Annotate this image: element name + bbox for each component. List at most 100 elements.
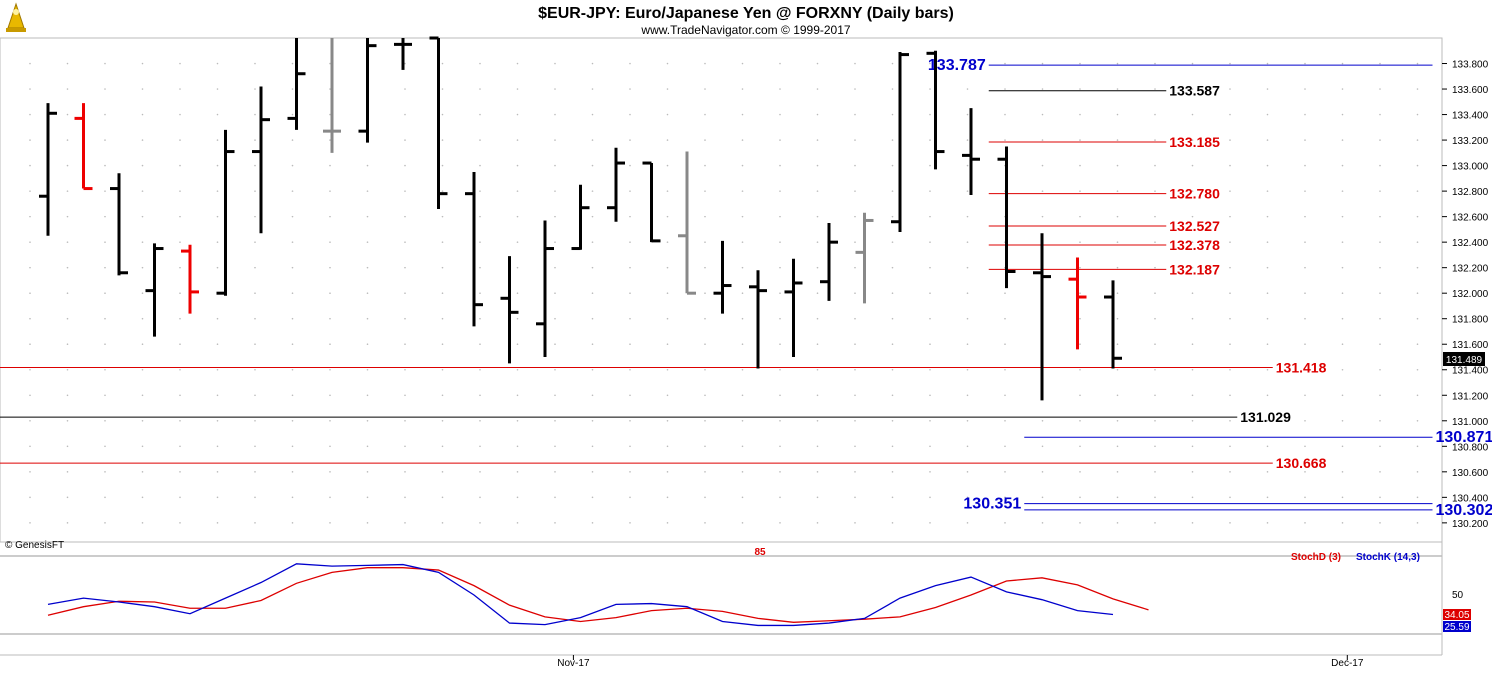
grid-dot (629, 113, 631, 116)
grid-dot (816, 164, 819, 167)
grid-dot (1341, 164, 1344, 167)
grid-dot (1079, 190, 1081, 192)
grid-dot (929, 368, 931, 371)
grid-dot (479, 113, 481, 116)
grid-dot (929, 241, 931, 243)
grid-dot (779, 419, 781, 422)
grid-dot (1266, 139, 1269, 141)
grid-dot (66, 113, 69, 116)
grid-dot (891, 394, 894, 397)
grid-dot (1379, 496, 1381, 499)
grid-dot (1416, 113, 1419, 116)
grid-dot (516, 62, 519, 65)
grid-dot (666, 215, 669, 218)
ohlc-bar (642, 161, 661, 243)
grid-dot (816, 496, 819, 499)
grid-dot (666, 190, 669, 192)
grid-dot (1304, 317, 1306, 320)
grid-dot (516, 317, 519, 320)
grid-dot (704, 139, 706, 141)
price-bars (39, 36, 1122, 401)
grid-dot (816, 215, 819, 218)
grid-dot (629, 62, 631, 65)
y-tick-label: 132.400 (1452, 238, 1489, 249)
grid-dot (179, 368, 181, 371)
grid-dot (441, 190, 444, 192)
grid-dot (104, 164, 106, 167)
grid-dot (1079, 394, 1081, 397)
grid-dot (666, 368, 669, 371)
grid-dot (479, 62, 481, 65)
grid-dot (1041, 522, 1044, 524)
grid-dot (254, 317, 256, 320)
grid-dot (366, 266, 369, 269)
grid-dot (1379, 88, 1381, 90)
grid-dot (1416, 190, 1419, 192)
grid-dot (29, 190, 31, 192)
grid-dot (816, 343, 819, 346)
grid-dot (291, 419, 294, 422)
grid-dot (1004, 88, 1006, 90)
grid-dot (1191, 419, 1194, 422)
grid-dot (1004, 419, 1006, 422)
grid-dot (1004, 62, 1006, 65)
grid-dot (329, 343, 331, 346)
grid-dot (291, 215, 294, 218)
grid-dot (741, 292, 744, 294)
grid-dot (854, 496, 856, 499)
grid-dot (1116, 88, 1119, 90)
grid-dot (441, 394, 444, 397)
grid-dot (404, 266, 406, 269)
grid-dot (479, 522, 481, 524)
grid-dot (1416, 241, 1419, 243)
grid-dot (1191, 471, 1194, 473)
grid-dot (479, 445, 481, 448)
grid-dot (479, 164, 481, 167)
grid-dot (441, 62, 444, 65)
grid-dot (29, 292, 31, 294)
grid-dot (591, 113, 594, 116)
grid-dot (1116, 113, 1119, 116)
grid-dot (1341, 522, 1344, 524)
level-label: 132.187 (1169, 261, 1220, 277)
grid-dot (854, 445, 856, 448)
grid-dot (254, 496, 256, 499)
ohlc-bar (323, 38, 341, 153)
grid-dot (741, 88, 744, 90)
grid-dot (1154, 522, 1156, 524)
grid-dot (1304, 292, 1306, 294)
ohlc-bar (855, 212, 874, 304)
grid-dot (329, 394, 331, 397)
ohlc-bar (110, 173, 128, 276)
grid-dot (779, 113, 781, 116)
grid-dot (1116, 139, 1119, 141)
grid-dot (891, 113, 894, 116)
grid-dot (1154, 496, 1156, 499)
grid-dot (854, 419, 856, 422)
price-axis: 133.800 133.600 133.400 133.200 133.000 132.8… (1442, 60, 1489, 530)
grid-dot (29, 394, 31, 397)
grid-dot (966, 241, 969, 243)
ohlc-bar (820, 223, 838, 301)
ohlc-bar (145, 243, 164, 337)
grid-dot (704, 266, 706, 269)
grid-dot (1191, 215, 1194, 218)
grid-dot (254, 266, 256, 269)
ohlc-bar (216, 129, 235, 296)
grid-dot (1416, 445, 1419, 448)
grid-dot (591, 317, 594, 320)
grid-dot (29, 419, 31, 422)
grid-dot (1004, 471, 1006, 473)
grid-dot (141, 445, 144, 448)
grid-dot (554, 62, 556, 65)
grid-dot (291, 522, 294, 524)
grid-dot (666, 394, 669, 397)
grid-dot (104, 317, 106, 320)
grid-dot (1416, 317, 1419, 320)
grid-dot (329, 368, 331, 371)
grid-dot (366, 445, 369, 448)
ohlc-bar (926, 50, 945, 170)
grid-dot (629, 164, 631, 167)
grid-dot (816, 266, 819, 269)
grid-dot (479, 317, 481, 320)
